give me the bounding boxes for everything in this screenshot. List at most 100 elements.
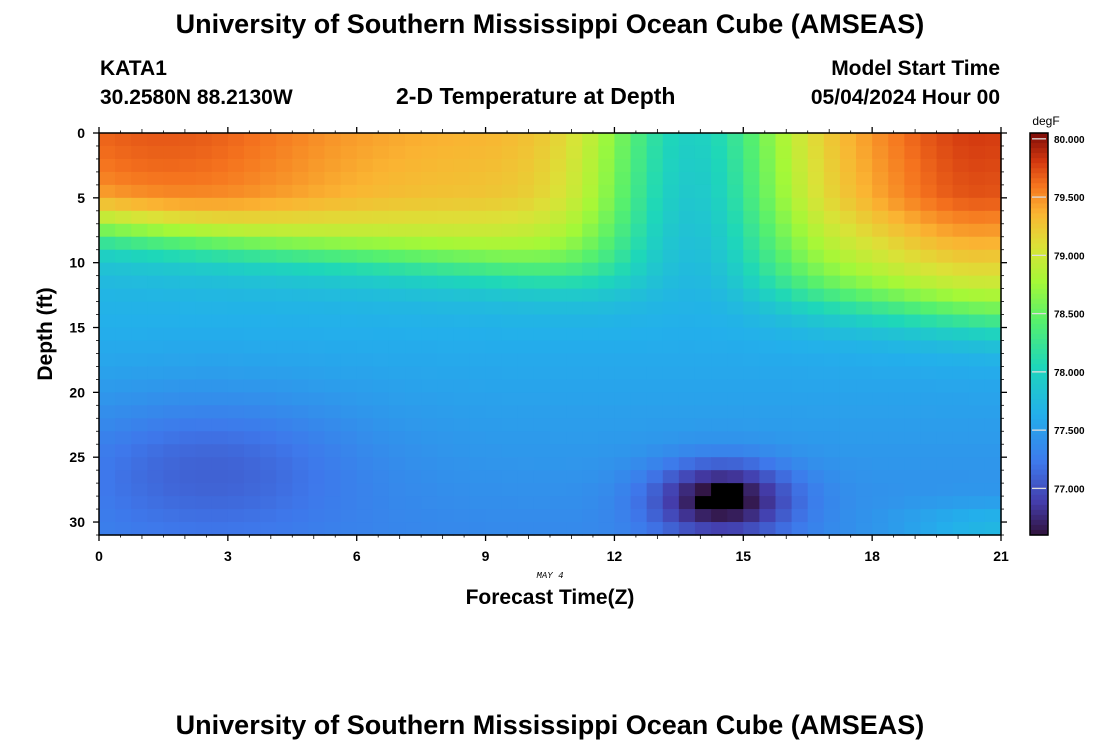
heatmap-cell xyxy=(807,197,825,212)
heatmap-cell xyxy=(727,327,744,342)
heatmap-cell xyxy=(550,444,567,458)
heatmap-cell xyxy=(984,210,1002,225)
heatmap-cell xyxy=(243,223,261,238)
heatmap-cell xyxy=(260,483,277,497)
heatmap-cell xyxy=(260,457,277,471)
heatmap-cell xyxy=(195,145,213,160)
heatmap-cell xyxy=(968,275,986,290)
heatmap-cell xyxy=(131,496,148,510)
heatmap-cell xyxy=(984,249,1002,264)
heatmap-cell xyxy=(694,366,712,380)
heatmap-cell xyxy=(598,340,616,355)
heatmap-cell xyxy=(550,457,567,471)
heatmap-cell xyxy=(646,405,664,419)
heatmap-cell xyxy=(984,457,1002,471)
heatmap-cell xyxy=(582,262,599,277)
heatmap-cell xyxy=(711,340,728,355)
heatmap-cell xyxy=(904,366,922,380)
heatmap-cell xyxy=(243,171,261,186)
heatmap-cell xyxy=(324,262,342,277)
heatmap-cell xyxy=(260,197,277,212)
heatmap-cell xyxy=(260,366,277,380)
heatmap-cell xyxy=(694,184,712,199)
heatmap-cell xyxy=(227,223,245,238)
heatmap-cell xyxy=(694,197,712,212)
heatmap-cell xyxy=(131,249,148,264)
heatmap-cell xyxy=(147,145,165,160)
heatmap-cell xyxy=(340,457,358,471)
heatmap-cell xyxy=(405,184,422,199)
heatmap-cell xyxy=(501,288,519,303)
heatmap-cell xyxy=(517,158,535,173)
heatmap-cell xyxy=(920,145,938,160)
heatmap-cell xyxy=(131,457,148,471)
x-tick-label: 3 xyxy=(224,548,232,564)
heatmap-cell xyxy=(614,171,632,186)
heatmap-cell xyxy=(469,275,487,290)
heatmap-cell xyxy=(952,457,970,471)
heatmap-cell xyxy=(856,366,873,380)
heatmap-cell xyxy=(952,301,970,316)
heatmap-cell xyxy=(662,223,680,238)
heatmap-cell xyxy=(324,327,342,342)
heatmap-cell xyxy=(163,145,181,160)
heatmap-cell xyxy=(775,444,793,458)
heatmap-cell xyxy=(115,327,132,342)
colorbar: 80.00079.50079.00078.50078.00077.50077.0… xyxy=(1029,132,1085,536)
heatmap-cell xyxy=(179,327,197,342)
heatmap-cell xyxy=(227,158,245,173)
heatmap-cell xyxy=(211,353,229,368)
heatmap-cell xyxy=(694,314,712,329)
heatmap-cell xyxy=(99,223,116,238)
heatmap-cell xyxy=(823,197,841,212)
heatmap-cell xyxy=(501,444,519,458)
heatmap-cell xyxy=(421,418,438,432)
heatmap-cell xyxy=(694,392,712,406)
heatmap-cell xyxy=(856,457,873,471)
heatmap-cell xyxy=(791,314,809,329)
heatmap-cell xyxy=(582,133,599,147)
footer-title: University of Southern Mississippi Ocean… xyxy=(175,710,925,740)
colorbar-segment xyxy=(1030,359,1048,365)
heatmap-cell xyxy=(630,145,648,160)
heatmap-cell xyxy=(276,236,293,251)
heatmap-cell xyxy=(147,444,165,458)
heatmap-cell xyxy=(388,392,406,406)
heatmap-cell xyxy=(437,392,454,406)
heatmap-cell xyxy=(920,197,938,212)
heatmap-cell xyxy=(533,379,551,393)
heatmap-cell xyxy=(147,210,165,225)
colorbar-segment xyxy=(1030,354,1048,360)
heatmap-cell xyxy=(485,340,503,355)
heatmap-cell xyxy=(308,444,326,458)
heatmap-cell xyxy=(662,444,680,458)
heatmap-cell xyxy=(163,236,181,251)
heatmap-cell xyxy=(662,379,680,393)
heatmap-cell xyxy=(308,158,326,173)
heatmap-cell xyxy=(469,145,487,160)
heatmap-cell xyxy=(678,158,696,173)
heatmap-cell xyxy=(469,353,487,368)
heatmap-cell xyxy=(550,301,567,316)
colorbar-segment xyxy=(1030,439,1048,446)
heatmap-cell xyxy=(791,288,809,303)
heatmap-cell xyxy=(662,353,680,368)
heatmap-cell xyxy=(856,158,873,173)
heatmap-cell xyxy=(630,405,648,419)
heatmap-cell xyxy=(227,171,245,186)
heatmap-cell xyxy=(550,223,567,238)
heatmap-cell xyxy=(872,353,889,368)
heatmap-cell xyxy=(227,392,245,406)
heatmap-cell xyxy=(936,133,954,147)
heatmap-cell xyxy=(727,470,744,484)
heatmap-cell xyxy=(324,470,342,484)
heatmap-cell xyxy=(856,509,873,523)
heatmap-cell xyxy=(179,133,197,147)
heatmap-cell xyxy=(453,418,471,432)
heatmap-cell xyxy=(324,249,342,264)
heatmap-cell xyxy=(308,197,326,212)
heatmap-cell xyxy=(694,158,712,173)
heatmap-cell xyxy=(485,379,503,393)
heatmap-cell xyxy=(163,379,181,393)
heatmap-cell xyxy=(984,392,1002,406)
